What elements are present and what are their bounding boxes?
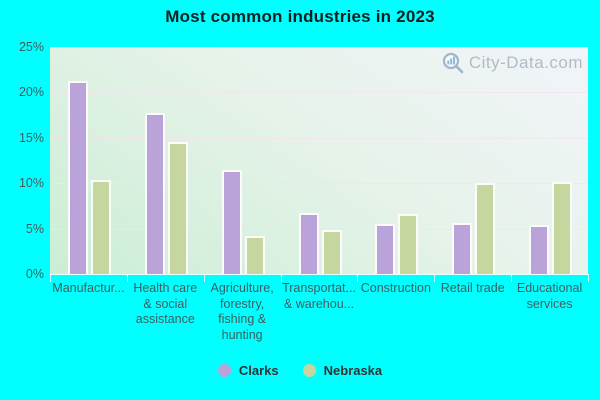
x-axis-tick (588, 274, 589, 282)
category-label-1: Manufactur... (52, 281, 125, 295)
bar-nebraska-3 (244, 235, 265, 274)
x-axis-tick (280, 274, 282, 282)
bar-clarks-2 (144, 113, 165, 274)
legend-item-clarks: Clarks (217, 363, 279, 378)
bar-nebraska-2 (167, 142, 188, 274)
x-axis-tick (126, 274, 128, 282)
legend-dot-clarks (217, 364, 231, 377)
legend-dot-nebraska (302, 364, 316, 377)
legend-label-nebraska: Nebraska (323, 363, 383, 378)
x-axis-tick (203, 274, 205, 282)
x-axis-tick (434, 274, 436, 282)
gridline-20pct (50, 92, 588, 94)
chart-title: Most common industries in 2023 (165, 7, 435, 26)
category-label-2: Health care & social assistance (133, 281, 198, 326)
bar-clarks-3 (221, 170, 242, 274)
bar-clarks-1 (68, 80, 88, 274)
x-axis-tick (357, 274, 359, 282)
bar-nebraska-4 (321, 230, 342, 274)
watermark: City-Data.com (441, 51, 583, 75)
legend-label-clarks: Clarks (238, 363, 279, 378)
x-axis-tick (50, 274, 51, 282)
watermark-text: City-Data.com (468, 53, 583, 72)
y-axis-label-25pct: 25% (18, 40, 44, 54)
magnifier-with-bars-icon (442, 52, 464, 74)
y-axis-label-5pct: 5% (25, 221, 44, 236)
gridline-10pct (50, 183, 588, 185)
category-label-4: Transportat... & warehou... (282, 281, 356, 311)
y-axis-label-0pct: 0% (25, 267, 44, 281)
bar-clarks-7 (529, 224, 550, 274)
bar-clarks-4 (298, 213, 319, 274)
bar-nebraska-1 (91, 180, 111, 274)
category-label-7: Educational services (516, 281, 583, 311)
bar-nebraska-6 (475, 183, 496, 274)
legend: Clarks Nebraska (0, 363, 600, 378)
x-axis-tick (511, 274, 513, 282)
bar-nebraska-7 (552, 182, 573, 274)
bar-clarks-6 (452, 223, 473, 274)
bar-nebraska-5 (398, 214, 419, 274)
plot-area: City-Data.com (50, 47, 588, 274)
y-axis-label-15pct: 15% (18, 130, 44, 145)
gridline-15pct (50, 137, 588, 139)
bar-clarks-5 (375, 224, 396, 274)
gridline-5pct (50, 228, 588, 230)
category-label-6: Retail trade (440, 281, 505, 295)
y-axis-label-20pct: 20% (18, 85, 44, 100)
x-axis-line (50, 274, 588, 275)
legend-item-nebraska: Nebraska (302, 363, 383, 378)
category-label-3: Agriculture, forestry, fishing & hunting (210, 281, 274, 342)
category-label-5: Construction (360, 281, 431, 295)
y-axis-label-10pct: 10% (18, 176, 44, 191)
